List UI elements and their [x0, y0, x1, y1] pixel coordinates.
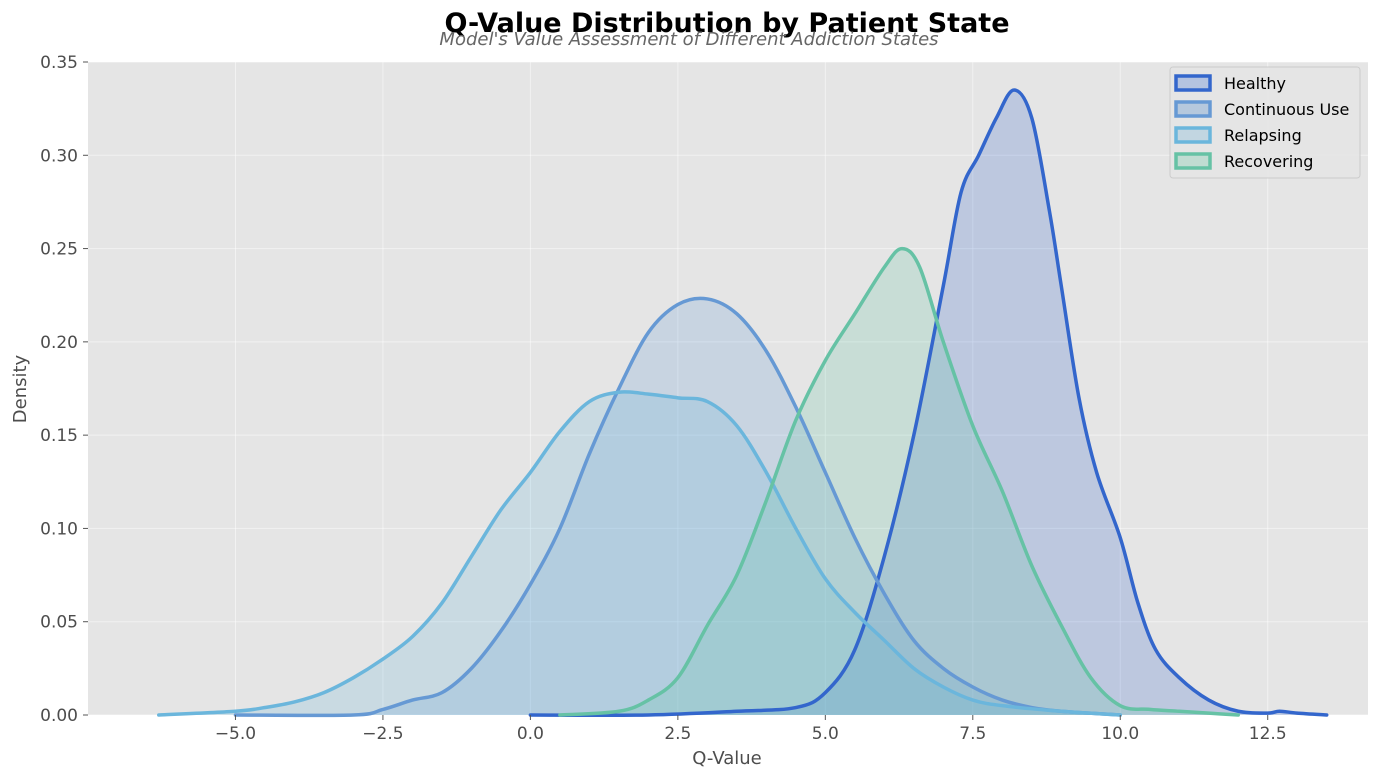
continuous-use-density-line	[233, 296, 1123, 718]
recovering-density-line	[558, 246, 1240, 717]
relapsing-density-line	[157, 390, 1123, 717]
y-tick-label: 0.10	[40, 519, 78, 539]
x-tick-label: −5.0	[215, 724, 256, 744]
x-tick-label: 0.0	[517, 724, 544, 744]
relapsing-density-fill	[158, 391, 1121, 715]
y-tick-label: 0.35	[40, 53, 78, 73]
x-axis-label: Q-Value	[692, 748, 762, 769]
continuous-use-legend-label: Continuous Use	[1224, 100, 1349, 119]
y-tick-label: 0.25	[40, 240, 78, 260]
healthy-legend-label: Healthy	[1224, 74, 1286, 93]
healthy-density-line	[528, 88, 1329, 718]
y-tick-label: 0.20	[40, 333, 78, 353]
x-tick-label: 2.5	[664, 724, 691, 744]
chart-title: Q-Value Distribution by Patient State	[444, 8, 1009, 39]
y-tick-label: 0.15	[40, 426, 78, 446]
x-tick-label: 5.0	[812, 724, 839, 744]
legend: Healthy Continuous Use Relapsing Recovering	[1169, 66, 1361, 179]
legend-box	[1169, 66, 1361, 179]
chart-subtitle: Model's Value Assessment of Different Ad…	[439, 29, 938, 50]
x-tick-label: 12.5	[1249, 724, 1287, 744]
x-tick-label: 10.0	[1101, 724, 1139, 744]
y-tick-label: 0.30	[40, 146, 78, 166]
recovering-legend-swatch	[1174, 152, 1212, 170]
x-axis-ticks: −5.0 −2.5 0.0 2.5 5.0 7.5 10.0 12.5	[215, 715, 1287, 744]
continuous-use-density-fill	[235, 298, 1121, 716]
healthy-density-fill	[530, 89, 1327, 716]
plot-background	[88, 62, 1368, 715]
x-tick-label: −2.5	[362, 724, 403, 744]
relapsing-legend-label: Relapsing	[1224, 126, 1302, 145]
y-axis-label: Density	[10, 354, 31, 423]
density-lines	[157, 88, 1329, 718]
y-tick-label: 0.00	[40, 706, 78, 726]
x-tick-label: 7.5	[959, 724, 986, 744]
relapsing-legend-swatch	[1174, 126, 1212, 144]
recovering-legend-label: Recovering	[1224, 152, 1313, 171]
y-tick-label: 0.05	[40, 613, 78, 633]
recovering-density-fill	[559, 248, 1239, 715]
healthy-legend-swatch	[1174, 74, 1212, 92]
density-fills	[158, 89, 1327, 716]
y-axis-ticks: 0.00 0.05 0.10 0.15 0.20 0.25 0.30 0.35	[40, 53, 88, 726]
continuous-use-legend-swatch	[1174, 100, 1212, 118]
